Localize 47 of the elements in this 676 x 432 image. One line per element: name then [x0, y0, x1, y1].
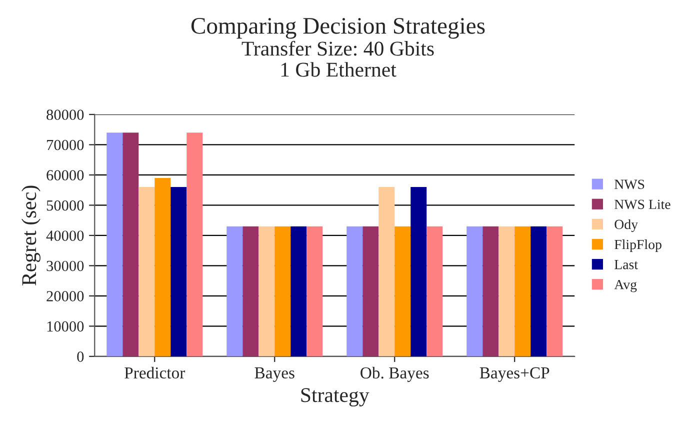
y-tick-label: 0 [77, 352, 84, 362]
legend-label: Ody [614, 219, 638, 232]
y-tick-label: 80000 [46, 110, 84, 120]
bar [466, 226, 483, 356]
x-axis-title: Strategy [301, 388, 370, 406]
bar [546, 226, 563, 356]
bar [186, 132, 203, 356]
bar [426, 226, 443, 356]
y-axis-title: Regret (sec) [22, 186, 40, 286]
y-tick-label: 60000 [46, 170, 84, 180]
bar [170, 187, 187, 356]
bar [362, 226, 379, 356]
bar [378, 187, 395, 356]
legend-label: FlipFlop [614, 239, 662, 252]
x-tick-label: Predictor [124, 366, 186, 379]
x-tick-label: Ob. Bayes [360, 366, 429, 382]
chart-subtitle: Transfer Size: 40 Gbits 1 Gb Ethernet [242, 40, 434, 77]
bar [242, 226, 259, 356]
x-tick-label: Bayes+CP [480, 367, 550, 382]
bar [394, 226, 411, 356]
bar [306, 226, 323, 356]
bar [122, 132, 139, 356]
bar [482, 226, 499, 356]
legend-label: Last [614, 260, 638, 270]
y-tick-label: 40000 [46, 230, 84, 241]
bar [290, 226, 307, 356]
bar [274, 226, 291, 356]
bar [346, 226, 363, 356]
chart-title: Comparing Decision Strategies [191, 18, 485, 39]
bar [410, 187, 427, 356]
legend-label: NWS [614, 180, 644, 190]
y-tick-label: 20000 [46, 291, 84, 302]
legend-label: Avg [614, 280, 637, 292]
bar [138, 187, 155, 356]
bar [530, 226, 547, 356]
legend-label: NWS Lite [614, 200, 670, 210]
y-tick-label: 30000 [46, 260, 84, 272]
bar [106, 132, 123, 356]
x-tick-label: Bayes [254, 367, 294, 382]
y-tick-label: 10000 [47, 321, 84, 332]
y-tick-label: 70000 [47, 140, 84, 150]
bar [226, 226, 243, 356]
bar [258, 226, 275, 356]
y-tick-label: 50000 [46, 200, 84, 211]
bar [514, 226, 531, 356]
bar [154, 178, 171, 356]
bar [498, 226, 515, 356]
